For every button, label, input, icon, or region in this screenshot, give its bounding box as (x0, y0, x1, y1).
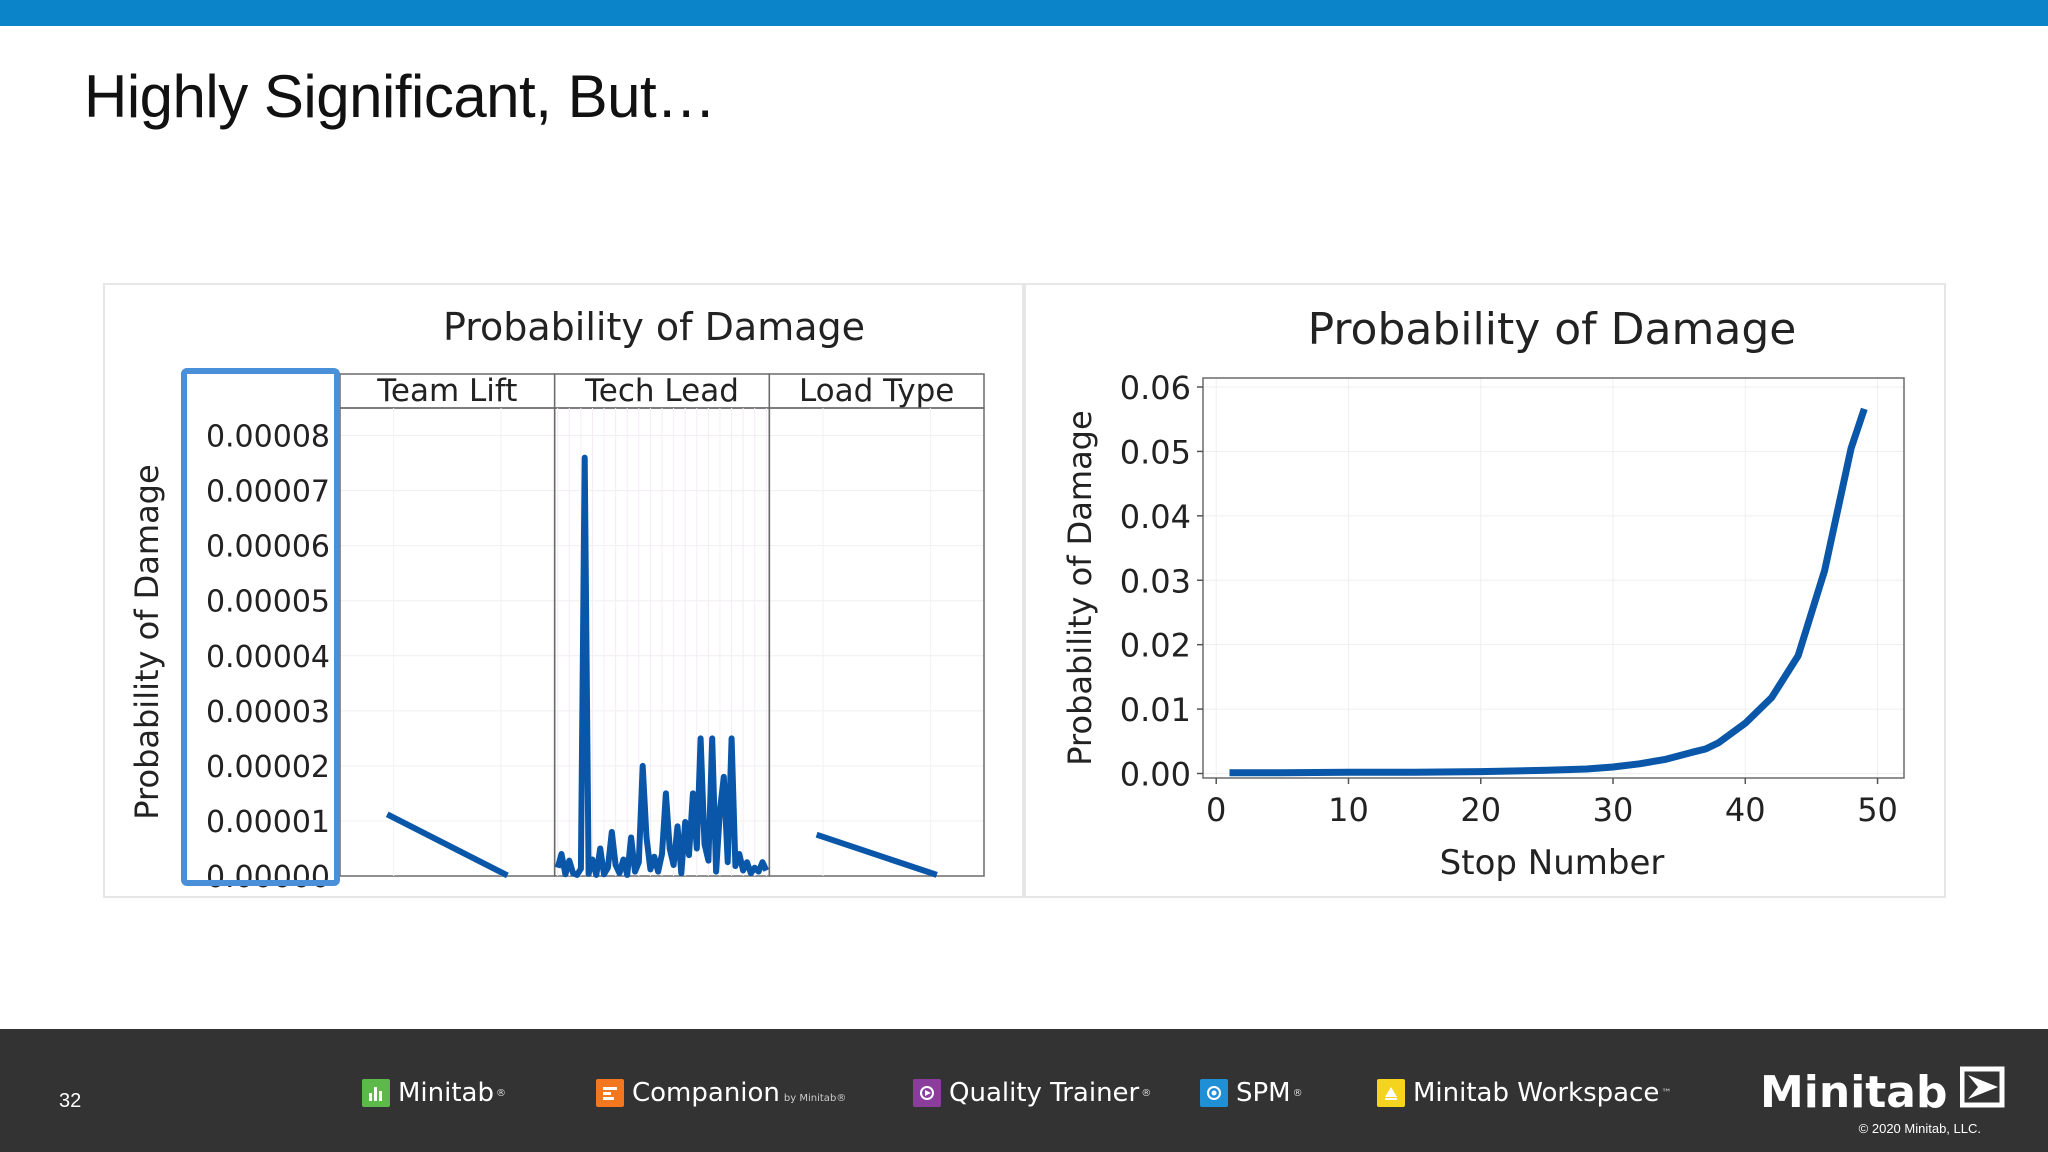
product-label: Companion (632, 1078, 780, 1108)
panel-label: Tech Lead (584, 373, 739, 409)
panel-label: Load Type (799, 373, 954, 409)
x-tick-label: 10 (1328, 791, 1369, 829)
product-byline: by Minitab® (783, 1093, 847, 1104)
y-tick-label: 0.05 (1120, 433, 1191, 471)
y-tick-label: 0.00008 (206, 420, 330, 455)
series-line (1229, 407, 1868, 777)
workspace-icon (1377, 1079, 1405, 1107)
product-minitab[interactable]: Minitab ® (362, 1076, 506, 1110)
product-quality-trainer[interactable]: Quality Trainer ® (913, 1076, 1151, 1110)
panel-strip (553, 373, 771, 409)
quality-trainer-icon (913, 1079, 941, 1107)
x-tick-label: 30 (1593, 791, 1634, 829)
y-tick-label: 0.01 (1120, 691, 1191, 729)
minitab-brand-logo: Minitab (1760, 1066, 2008, 1119)
product-mark: ® (1292, 1087, 1303, 1099)
copyright: © 2020 Minitab, LLC. (1858, 1121, 1981, 1136)
y-tick-label: 0.02 (1120, 627, 1191, 665)
plot-frame (1202, 377, 1905, 779)
y-axis-title: Probability of Damage (1061, 410, 1099, 765)
x-tick-label: 50 (1857, 791, 1898, 829)
product-mark: ® (1141, 1087, 1152, 1099)
y-tick-label: 0.00004 (206, 640, 330, 675)
y-axis-title: Probability of Damage (128, 464, 166, 819)
panel-frame (768, 407, 985, 877)
slide-title: Highly Significant, But… (84, 63, 716, 130)
series-line-tech-lead (554, 454, 770, 878)
product-minitab-workspace[interactable]: Minitab Workspace ™ (1377, 1076, 1671, 1110)
y-tick-label: 0.00002 (206, 750, 330, 785)
y-tick-label: 0.04 (1120, 498, 1191, 536)
y-tick-label: 0.00007 (206, 475, 330, 510)
footer-bar (0, 1029, 2048, 1152)
y-tick-label: 0.06 (1120, 369, 1191, 407)
y-tick-label: 0.00003 (206, 695, 330, 730)
x-axis-title: Stop Number (1440, 843, 1665, 883)
product-mark: ® (496, 1087, 506, 1099)
page-number: 32 (59, 1090, 82, 1112)
panel-label: Team Lift (376, 373, 517, 409)
y-tick-label: 0.00001 (206, 805, 330, 840)
y-tick-label: 0.00000 (206, 860, 330, 895)
product-mark: ™ (1661, 1087, 1672, 1099)
y-tick-label: 0.00005 (206, 585, 330, 620)
stop-number-chart-svg: Probability of Damage 0.00 0.01 0.02 0.03 0.0… (1061, 304, 1905, 883)
x-tick-label: 20 (1460, 791, 1501, 829)
companion-icon (596, 1079, 624, 1107)
brand-wordmark: Minitab (1760, 1067, 1948, 1118)
product-label: Minitab (398, 1078, 494, 1108)
chart-title: Probability of Damage (443, 305, 865, 349)
minitab-arrow-logo-icon (1959, 1066, 2008, 1119)
product-label: Minitab Workspace (1413, 1078, 1660, 1108)
panel-chart-by-factor: Probability of Damage Probability of Dama… (103, 283, 1024, 898)
minitab-bar-chart-icon (362, 1079, 390, 1107)
panel-frame (339, 407, 556, 877)
chart-title: Probability of Damage (1308, 304, 1797, 355)
product-companion[interactable]: Companion by Minitab® (596, 1076, 846, 1110)
product-label: SPM (1236, 1078, 1291, 1108)
panel-strip (768, 373, 985, 409)
panel-chart-svg: Probability of Damage Probability of Dama… (128, 305, 985, 895)
stop-number-chart: Probability of Damage 0.00 0.01 0.02 0.03 0.0… (1024, 283, 1946, 898)
x-tick-label: 0 (1206, 791, 1226, 829)
y-tick-label: 0.00006 (206, 530, 330, 565)
y-axis-highlight-box (181, 368, 340, 886)
series-line-team-lift (385, 811, 509, 879)
spm-icon (1200, 1079, 1228, 1107)
product-label: Quality Trainer (949, 1078, 1140, 1108)
product-spm[interactable]: SPM ® (1200, 1076, 1303, 1110)
x-tick-label: 40 (1725, 791, 1766, 829)
y-tick-label: 0.03 (1120, 562, 1191, 600)
y-tick-label: 0.00 (1120, 755, 1191, 793)
series-line-load-type (815, 831, 938, 878)
top-accent-bar (0, 0, 2048, 26)
